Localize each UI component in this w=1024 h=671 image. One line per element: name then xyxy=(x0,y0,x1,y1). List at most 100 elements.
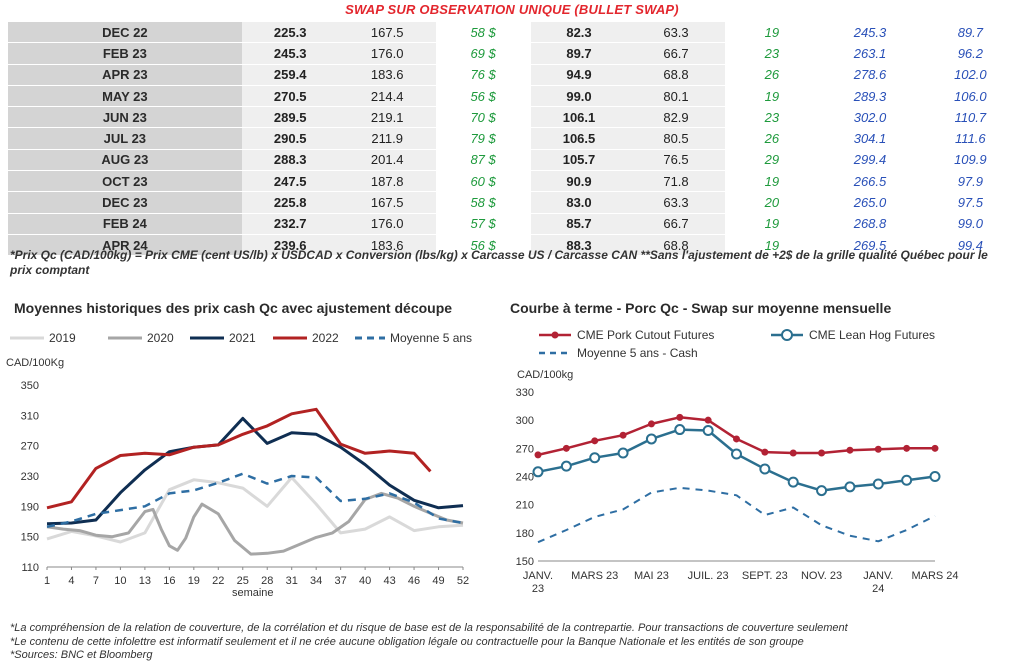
y-tick-label: 230 xyxy=(21,471,39,483)
swap-cell-a: 239.6 xyxy=(241,234,339,256)
swap-row: APR 24 239.6 183.6 56 $88.3 68.8 19 269.5 99.4 xyxy=(8,234,1020,256)
swap-cell-b: 183.6 xyxy=(338,64,436,86)
x-tick-label: 25 xyxy=(237,575,249,587)
y-tick-label: 150 xyxy=(516,556,534,568)
swap-cell-d: 83.0 xyxy=(530,191,628,214)
swap-cell-e: 66.7 xyxy=(627,213,725,235)
data-point xyxy=(562,444,570,452)
swap-cell-month: OCT 23 xyxy=(8,170,242,192)
data-point xyxy=(532,466,544,478)
x-tick-label: JUIL. 23 xyxy=(688,570,729,582)
swap-cell-a: 290.5 xyxy=(241,127,339,150)
legend-item: Moyenne 5 ans - Cash xyxy=(539,346,698,360)
x-axis-label: semaine xyxy=(232,587,274,599)
data-point xyxy=(702,424,714,436)
swap-cell-e: 80.5 xyxy=(627,127,725,150)
y-tick-label: 210 xyxy=(516,500,534,512)
swap-cell-h: 99.4 xyxy=(920,234,1020,256)
swap-cell-h: 97.5 xyxy=(920,191,1020,214)
data-point xyxy=(903,444,911,452)
data-point xyxy=(872,478,884,490)
x-tick-label: MAI 23 xyxy=(634,570,669,582)
swap-cell-g: 269.5 xyxy=(819,234,921,256)
swap-cell-a: 225.8 xyxy=(241,191,339,214)
y-axis-label: CAD/100kg xyxy=(517,369,573,381)
swap-cell-b: 214.4 xyxy=(338,85,436,107)
x-tick-label: 7 xyxy=(93,575,99,587)
x-tick-label: MARS 23 xyxy=(571,570,618,582)
legend-marker xyxy=(551,331,559,339)
data-point xyxy=(787,476,799,488)
x-tick-label: JANV. 23 xyxy=(523,570,553,595)
swap-cell-d: 106.5 xyxy=(530,127,628,150)
swap-cell-month: FEB 23 xyxy=(8,42,242,65)
swap-cell-month: AUG 23 xyxy=(8,149,242,171)
swap-cell-b: 176.0 xyxy=(338,42,436,65)
swap-cell-month: FEB 24 xyxy=(8,213,242,235)
legend-label: Moyenne 5 ans xyxy=(390,331,472,345)
swap-cell-b: 183.6 xyxy=(338,234,436,256)
y-tick-label: 270 xyxy=(21,441,39,453)
note-2: *Le contenu de cette infolettre est info… xyxy=(10,635,804,648)
x-tick-label: 40 xyxy=(359,575,371,587)
swap-row: FEB 24 232.7 176.0 57 $85.7 66.7 19 268.8 99.0 xyxy=(8,213,1020,235)
swap-cell-h: 97.9 xyxy=(920,170,1020,192)
y-axis-label: CAD/100Kg xyxy=(6,357,64,369)
legend-label: CME Pork Cutout Futures xyxy=(577,328,714,342)
legend-label: 2020 xyxy=(147,331,174,345)
swap-cell-a: 225.3 xyxy=(241,22,339,43)
legend-label: Moyenne 5 ans - Cash xyxy=(577,346,698,360)
data-point xyxy=(901,474,913,486)
swap-cell-c: 58 $ xyxy=(435,22,531,43)
legend-label: 2022 xyxy=(312,331,339,345)
legend-item: 2020 xyxy=(108,331,174,345)
swap-cell-c: 79 $ xyxy=(435,127,531,150)
data-point xyxy=(617,447,629,459)
x-tick-label: 13 xyxy=(139,575,151,587)
x-tick-label: 49 xyxy=(432,575,444,587)
note-3: *Sources: BNC et Bloomberg xyxy=(10,649,153,661)
swap-cell-a: 288.3 xyxy=(241,149,339,171)
swap-cell-c: 56 $ xyxy=(435,85,531,107)
legend-item: CME Lean Hog Futures xyxy=(771,328,935,342)
x-tick-label: 19 xyxy=(188,575,200,587)
swap-cell-a: 259.4 xyxy=(241,64,339,86)
swap-cell-b: 187.8 xyxy=(338,170,436,192)
swap-cell-e: 68.8 xyxy=(627,234,725,256)
swap-cell-f: 23 xyxy=(724,106,820,128)
swap-cell-b: 167.5 xyxy=(338,22,436,43)
data-point xyxy=(818,449,826,457)
data-point xyxy=(647,420,655,428)
swap-cell-d: 90.9 xyxy=(530,170,628,192)
series-line-2019 xyxy=(46,476,464,544)
data-point xyxy=(704,416,712,424)
swap-cell-a: 289.5 xyxy=(241,106,339,128)
swap-cell-g: 263.1 xyxy=(819,42,921,65)
data-point xyxy=(619,431,627,439)
y-tick-label: 310 xyxy=(21,410,39,422)
swap-cell-h: 110.7 xyxy=(920,106,1020,128)
data-point xyxy=(534,451,542,459)
y-tick-label: 300 xyxy=(516,415,534,427)
series-line-2021 xyxy=(46,416,464,526)
swap-cell-d: 105.7 xyxy=(530,149,628,171)
swap-row: AUG 23 288.3 201.4 87 $105.7 76.5 29 299.4 109.… xyxy=(8,149,1020,171)
x-tick-label: 16 xyxy=(163,575,175,587)
note-1: *La compréhension de la relation de couv… xyxy=(10,622,848,634)
data-point xyxy=(560,460,572,472)
swap-cell-f: 19 xyxy=(724,22,820,43)
swap-cell-d: 106.1 xyxy=(530,106,628,128)
swap-cell-g: 245.3 xyxy=(819,22,921,43)
swap-cell-month: JUN 23 xyxy=(8,106,242,128)
data-point xyxy=(676,413,684,421)
swap-cell-a: 245.3 xyxy=(241,42,339,65)
swap-title: SWAP SUR OBSERVATION UNIQUE (BULLET SWAP… xyxy=(345,2,679,17)
swap-row: FEB 23 245.3 176.0 69 $89.7 66.7 23 263.1 96.2 xyxy=(8,42,1020,65)
swap-row: MAY 23 270.5 214.4 56 $99.0 80.1 19 289.3 106.0 xyxy=(8,85,1020,107)
y-tick-label: 110 xyxy=(21,562,39,574)
swap-cell-e: 82.9 xyxy=(627,106,725,128)
data-point xyxy=(591,437,599,445)
swap-cell-c: 58 $ xyxy=(435,191,531,214)
swap-cell-c: 70 $ xyxy=(435,106,531,128)
swap-cell-h: 96.2 xyxy=(920,42,1020,65)
